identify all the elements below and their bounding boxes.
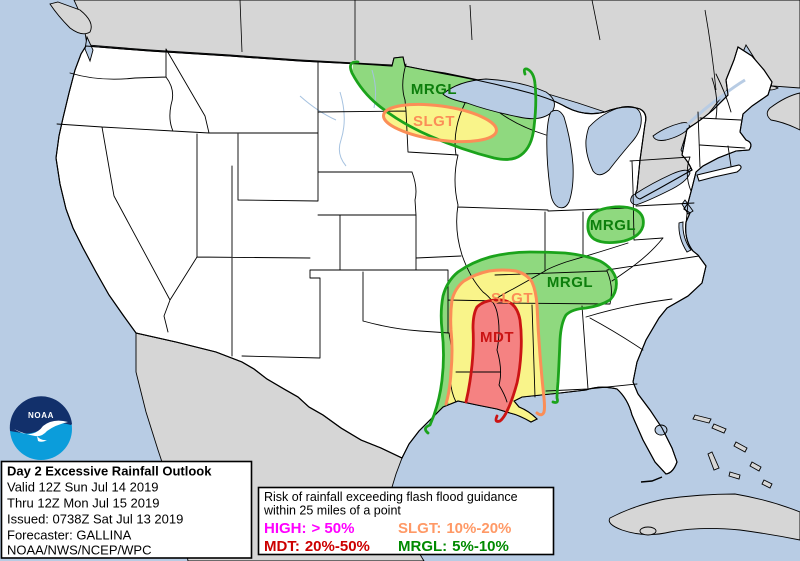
canada-province-borders <box>239 0 717 91</box>
outlook-title: Day 2 Excessive Rainfall Outlook <box>7 464 212 479</box>
cuba-land <box>608 493 800 541</box>
legend-item-mrgl: MRGL: 5%-10% <box>398 538 509 555</box>
legend-box: Risk of rainfall exceeding flash flood g… <box>257 486 555 556</box>
slgt-region-north <box>383 104 497 142</box>
bahamas-islands <box>692 414 773 489</box>
slgt-contour-north <box>382 102 498 144</box>
lake-michigan <box>546 109 574 209</box>
forecaster-name: Forecaster: GALLINA <box>7 528 132 543</box>
risk-label-south-mdt: MDT <box>480 329 514 346</box>
risk-label-east-mrgl: MRGL <box>590 217 636 234</box>
valid-time: Valid 12Z Sun Jul 14 2019 <box>7 480 159 495</box>
noaa-gull-icon <box>14 420 68 437</box>
info-box: Day 2 Excessive Rainfall Outlook Valid 1… <box>0 460 253 559</box>
agency-name: NOAA/NWS/NCEP/WPC <box>7 543 151 558</box>
risk-label-north-mrgl: MRGL <box>411 81 457 98</box>
slgt-contour-south <box>444 268 546 417</box>
mdt-region-south <box>467 299 522 426</box>
nova-scotia-land <box>766 92 800 131</box>
puget-sound <box>84 35 94 63</box>
legend-description-line1: Risk of rainfall exceeding flash flood g… <box>264 490 518 504</box>
legend-description-line2: within 25 miles of a point <box>263 504 401 518</box>
risk-label-south-mrgl: MRGL <box>547 274 593 291</box>
risk-contours <box>349 60 645 435</box>
noaa-gull-tail <box>37 436 47 442</box>
mrgl-region-east <box>587 206 644 243</box>
legend-item-slgt: SLGT: 10%-20% <box>398 520 511 537</box>
us-coastline <box>55 45 773 475</box>
issued-time: Issued: 0738Z Sat Jul 13 2019 <box>7 512 183 527</box>
noaa-logo-sky <box>9 396 72 434</box>
info-box-frame <box>0 460 253 559</box>
isle-of-youth <box>639 526 657 536</box>
chesapeake-bay <box>678 221 692 253</box>
thru-time: Thru 12Z Mon Jul 15 2019 <box>7 496 159 511</box>
risk-labels: MRGL SLGT MRGL MRGL SLGT MDT <box>411 81 636 346</box>
legend-item-high: HIGH: > 50% <box>264 520 354 537</box>
mrgl-contour-east <box>586 205 645 244</box>
long-island <box>696 164 742 182</box>
florida-keys <box>640 476 663 483</box>
vancouver-island <box>49 1 92 35</box>
noaa-logo: NOAA <box>9 396 72 460</box>
legend-frame <box>257 486 555 556</box>
mrgl-contour-south <box>424 250 618 435</box>
legend-item-mdt: MDT: 20%-50% <box>264 538 370 555</box>
risk-label-south-slgt: SLGT <box>491 290 533 307</box>
risk-label-north-slgt: SLGT <box>413 113 455 130</box>
mdt-contour-south <box>464 298 523 423</box>
mrgl-contour-north <box>349 60 538 161</box>
noaa-logo-text: NOAA <box>28 411 54 420</box>
